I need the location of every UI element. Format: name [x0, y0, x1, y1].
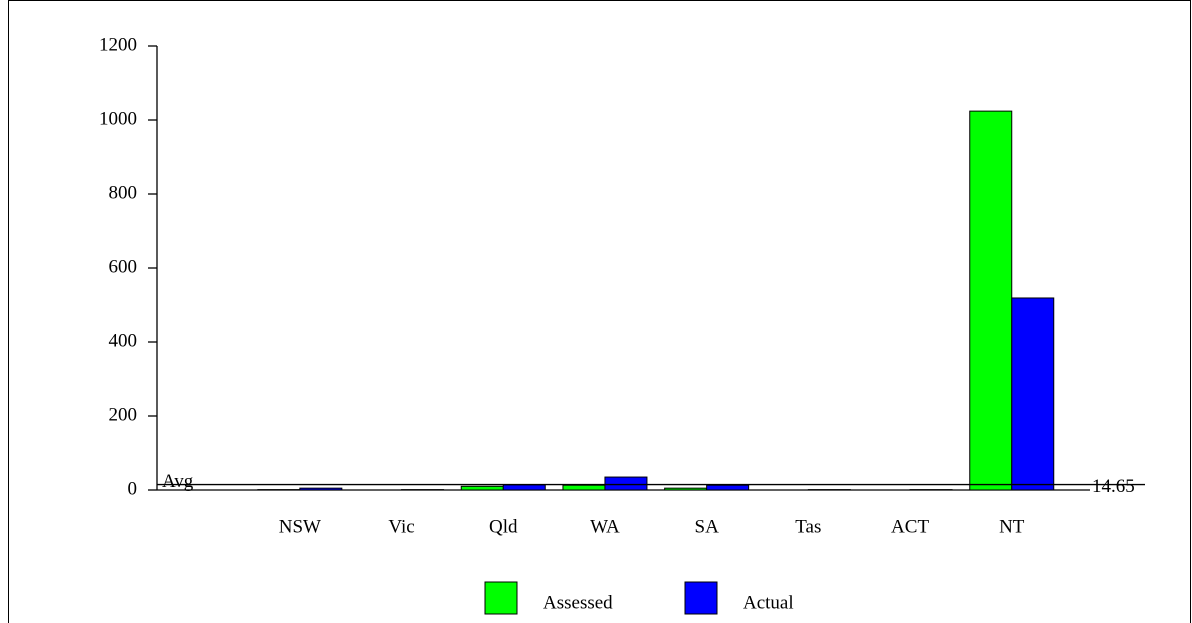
y-tick-label: 400: [109, 330, 138, 351]
bar: [706, 484, 750, 491]
bar: [460, 485, 504, 491]
x-tick-label: Tas: [795, 516, 821, 537]
bar: [562, 484, 606, 491]
bar: [299, 487, 343, 491]
y-tick-label: 200: [109, 404, 138, 425]
x-tick-label: NSW: [279, 516, 321, 537]
bar: [502, 484, 546, 491]
x-tick-label: NT: [999, 516, 1025, 537]
legend-label: Assessed: [543, 592, 613, 613]
bar: [664, 487, 708, 491]
x-tick-label: Qld: [489, 516, 518, 537]
legend-label: Actual: [743, 592, 794, 613]
y-tick-label: 1000: [99, 108, 137, 129]
reference-value: 14.65: [1092, 476, 1135, 497]
bar: [969, 110, 1013, 491]
x-tick-label: WA: [590, 516, 620, 537]
legend-swatch: [684, 581, 718, 615]
x-tick-label: Vic: [388, 516, 414, 537]
bar: [604, 476, 648, 491]
reference-label: Avg: [162, 471, 194, 492]
bar: [1011, 297, 1055, 491]
x-tick-label: SA: [695, 516, 720, 537]
frame: [8, 0, 1191, 623]
y-tick-label: 1200: [99, 34, 137, 55]
y-tick-label: 0: [128, 478, 138, 499]
y-tick-label: 800: [109, 182, 138, 203]
y-tick-label: 600: [109, 256, 138, 277]
legend-swatch: [484, 581, 518, 615]
x-tick-label: ACT: [891, 516, 929, 537]
